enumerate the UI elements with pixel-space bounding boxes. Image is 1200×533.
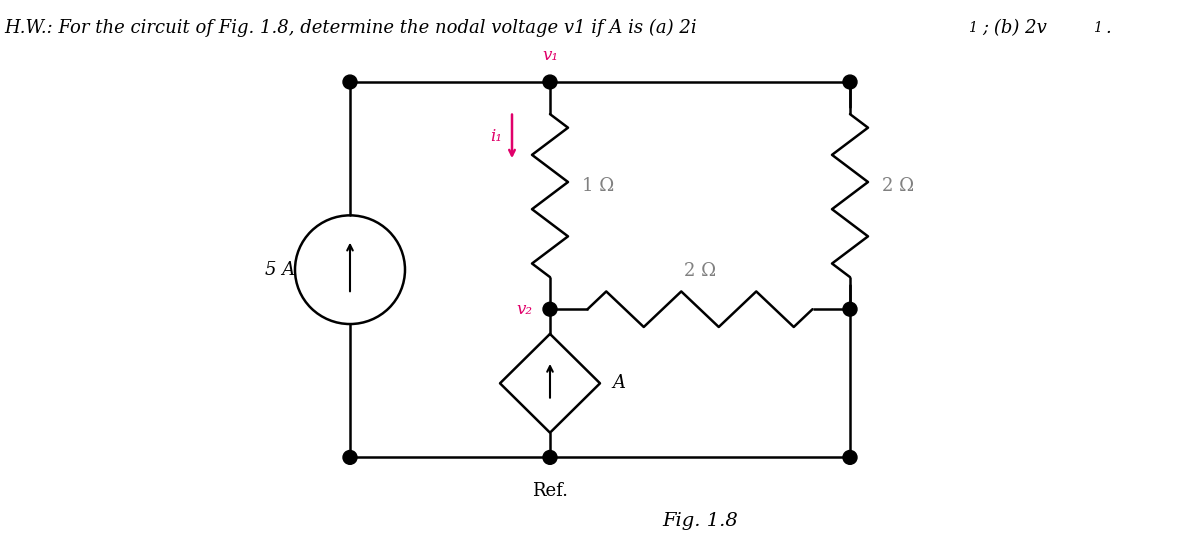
Circle shape [542, 450, 557, 464]
Text: 1: 1 [968, 21, 977, 35]
Text: .: . [1105, 19, 1111, 37]
Text: i₁: i₁ [490, 128, 502, 145]
Text: 5 A: 5 A [265, 261, 295, 279]
Circle shape [343, 450, 358, 464]
Circle shape [842, 450, 857, 464]
Circle shape [842, 302, 857, 316]
Text: v₁: v₁ [542, 47, 558, 64]
Text: 2 Ω: 2 Ω [882, 177, 914, 195]
Circle shape [842, 75, 857, 89]
Circle shape [542, 302, 557, 316]
Text: 1: 1 [1093, 21, 1102, 35]
Text: ; (b) 2v: ; (b) 2v [982, 19, 1046, 37]
Text: 1 Ω: 1 Ω [582, 177, 614, 195]
Circle shape [343, 75, 358, 89]
Text: 2 Ω: 2 Ω [684, 262, 716, 280]
Text: H.W.: For the circuit of Fig. 1.8, determine the nodal voltage v1 if A is (a) 2i: H.W.: For the circuit of Fig. 1.8, deter… [4, 19, 697, 37]
Text: Fig. 1.8: Fig. 1.8 [662, 512, 738, 530]
Text: A: A [612, 374, 625, 392]
Text: v₂: v₂ [516, 301, 532, 318]
Circle shape [542, 75, 557, 89]
Text: Ref.: Ref. [532, 482, 568, 500]
